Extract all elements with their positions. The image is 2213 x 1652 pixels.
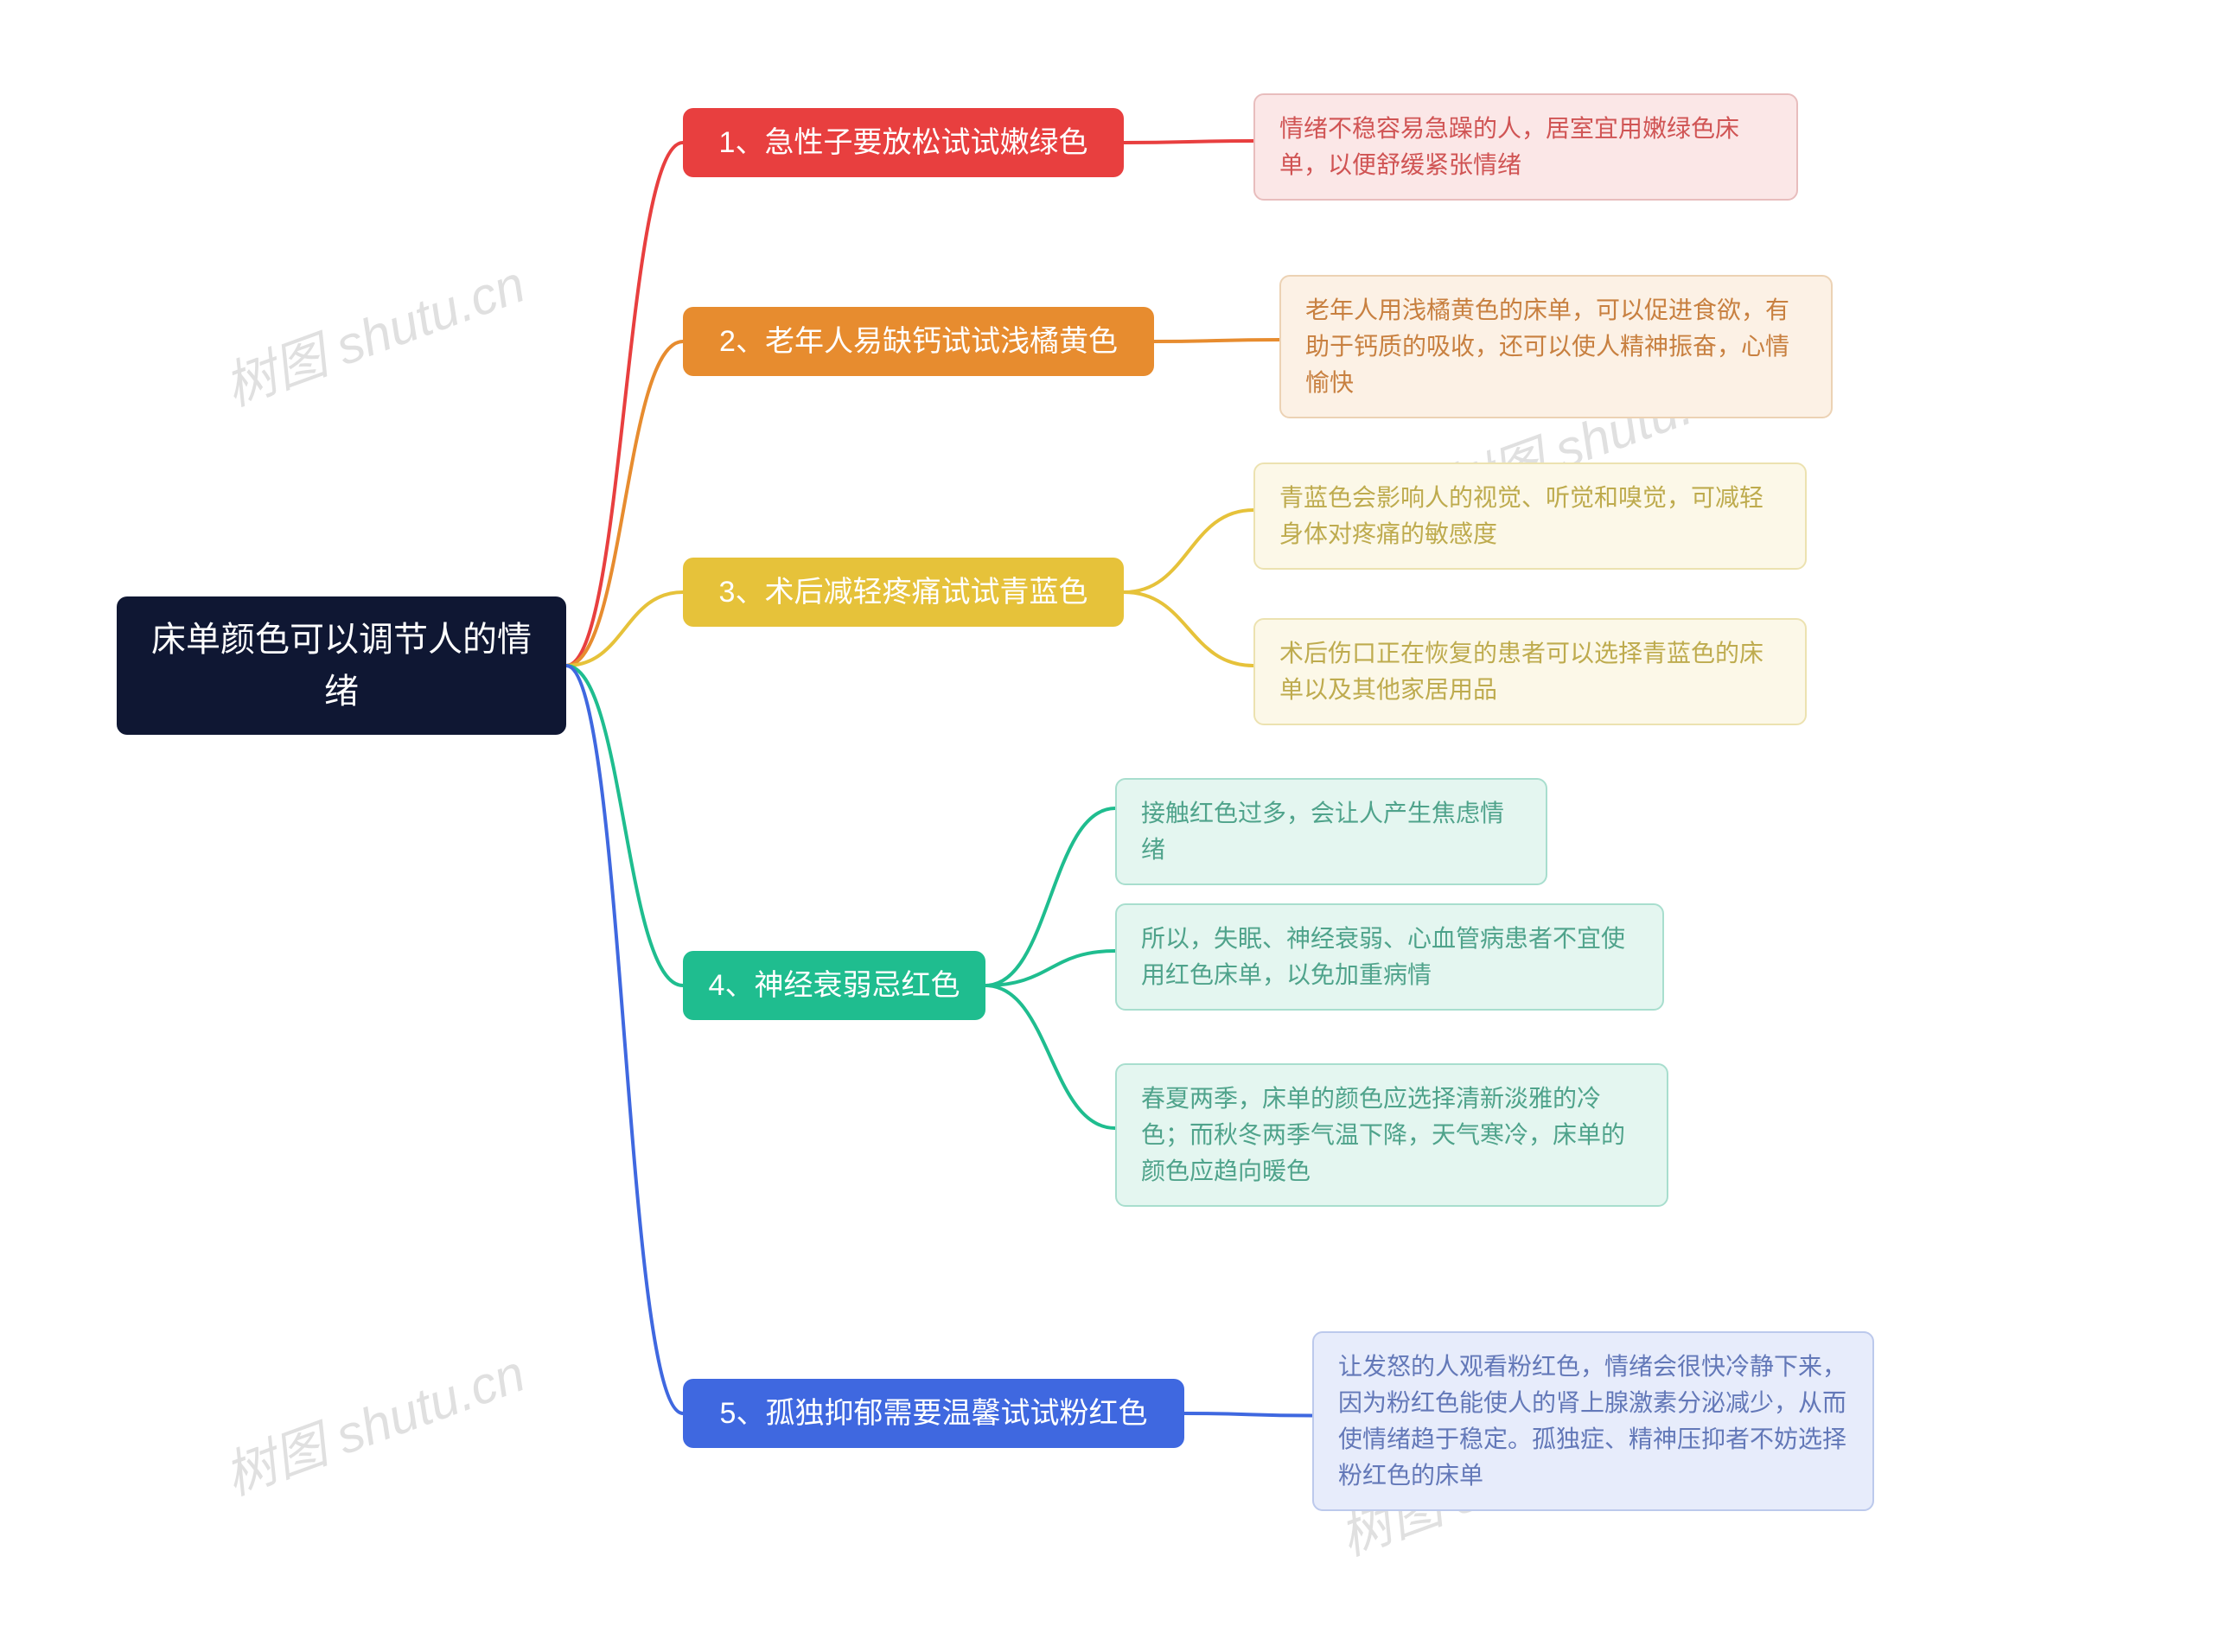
leaf-node-3-1: 青蓝色会影响人的视觉、听觉和嗅觉，可减轻身体对疼痛的敏感度 — [1253, 462, 1807, 570]
branch-node-4: 4、神经衰弱忌红色 — [683, 951, 985, 1020]
watermark: 树图 shutu.cn — [213, 1331, 533, 1509]
leaf-node-4-3: 春夏两季，床单的颜色应选择清新淡雅的冷色；而秋冬两季气温下降，天气寒冷，床单的颜… — [1115, 1063, 1668, 1207]
branch-node-3: 3、术后减轻疼痛试试青蓝色 — [683, 558, 1124, 627]
leaf-node-3-2: 术后伤口正在恢复的患者可以选择青蓝色的床单以及其他家居用品 — [1253, 618, 1807, 725]
watermark: 树图 shutu.cn — [213, 242, 533, 420]
branch-node-1: 1、急性子要放松试试嫩绿色 — [683, 108, 1124, 177]
branch-node-2: 2、老年人易缺钙试试浅橘黄色 — [683, 307, 1154, 376]
leaf-node-1-1: 情绪不稳容易急躁的人，居室宜用嫩绿色床单，以便舒缓紧张情绪 — [1253, 93, 1798, 201]
leaf-node-5-1: 让发怒的人观看粉红色，情绪会很快冷静下来，因为粉红色能使人的肾上腺激素分泌减少，… — [1312, 1331, 1874, 1511]
root-node: 床单颜色可以调节人的情绪 — [117, 596, 566, 735]
branch-node-5: 5、孤独抑郁需要温馨试试粉红色 — [683, 1379, 1184, 1448]
leaf-node-4-2: 所以，失眠、神经衰弱、心血管病患者不宜使用红色床单，以免加重病情 — [1115, 903, 1664, 1011]
leaf-node-4-1: 接触红色过多，会让人产生焦虑情绪 — [1115, 778, 1547, 885]
leaf-node-2-1: 老年人用浅橘黄色的床单，可以促进食欲，有助于钙质的吸收，还可以使人精神振奋，心情… — [1279, 275, 1833, 418]
